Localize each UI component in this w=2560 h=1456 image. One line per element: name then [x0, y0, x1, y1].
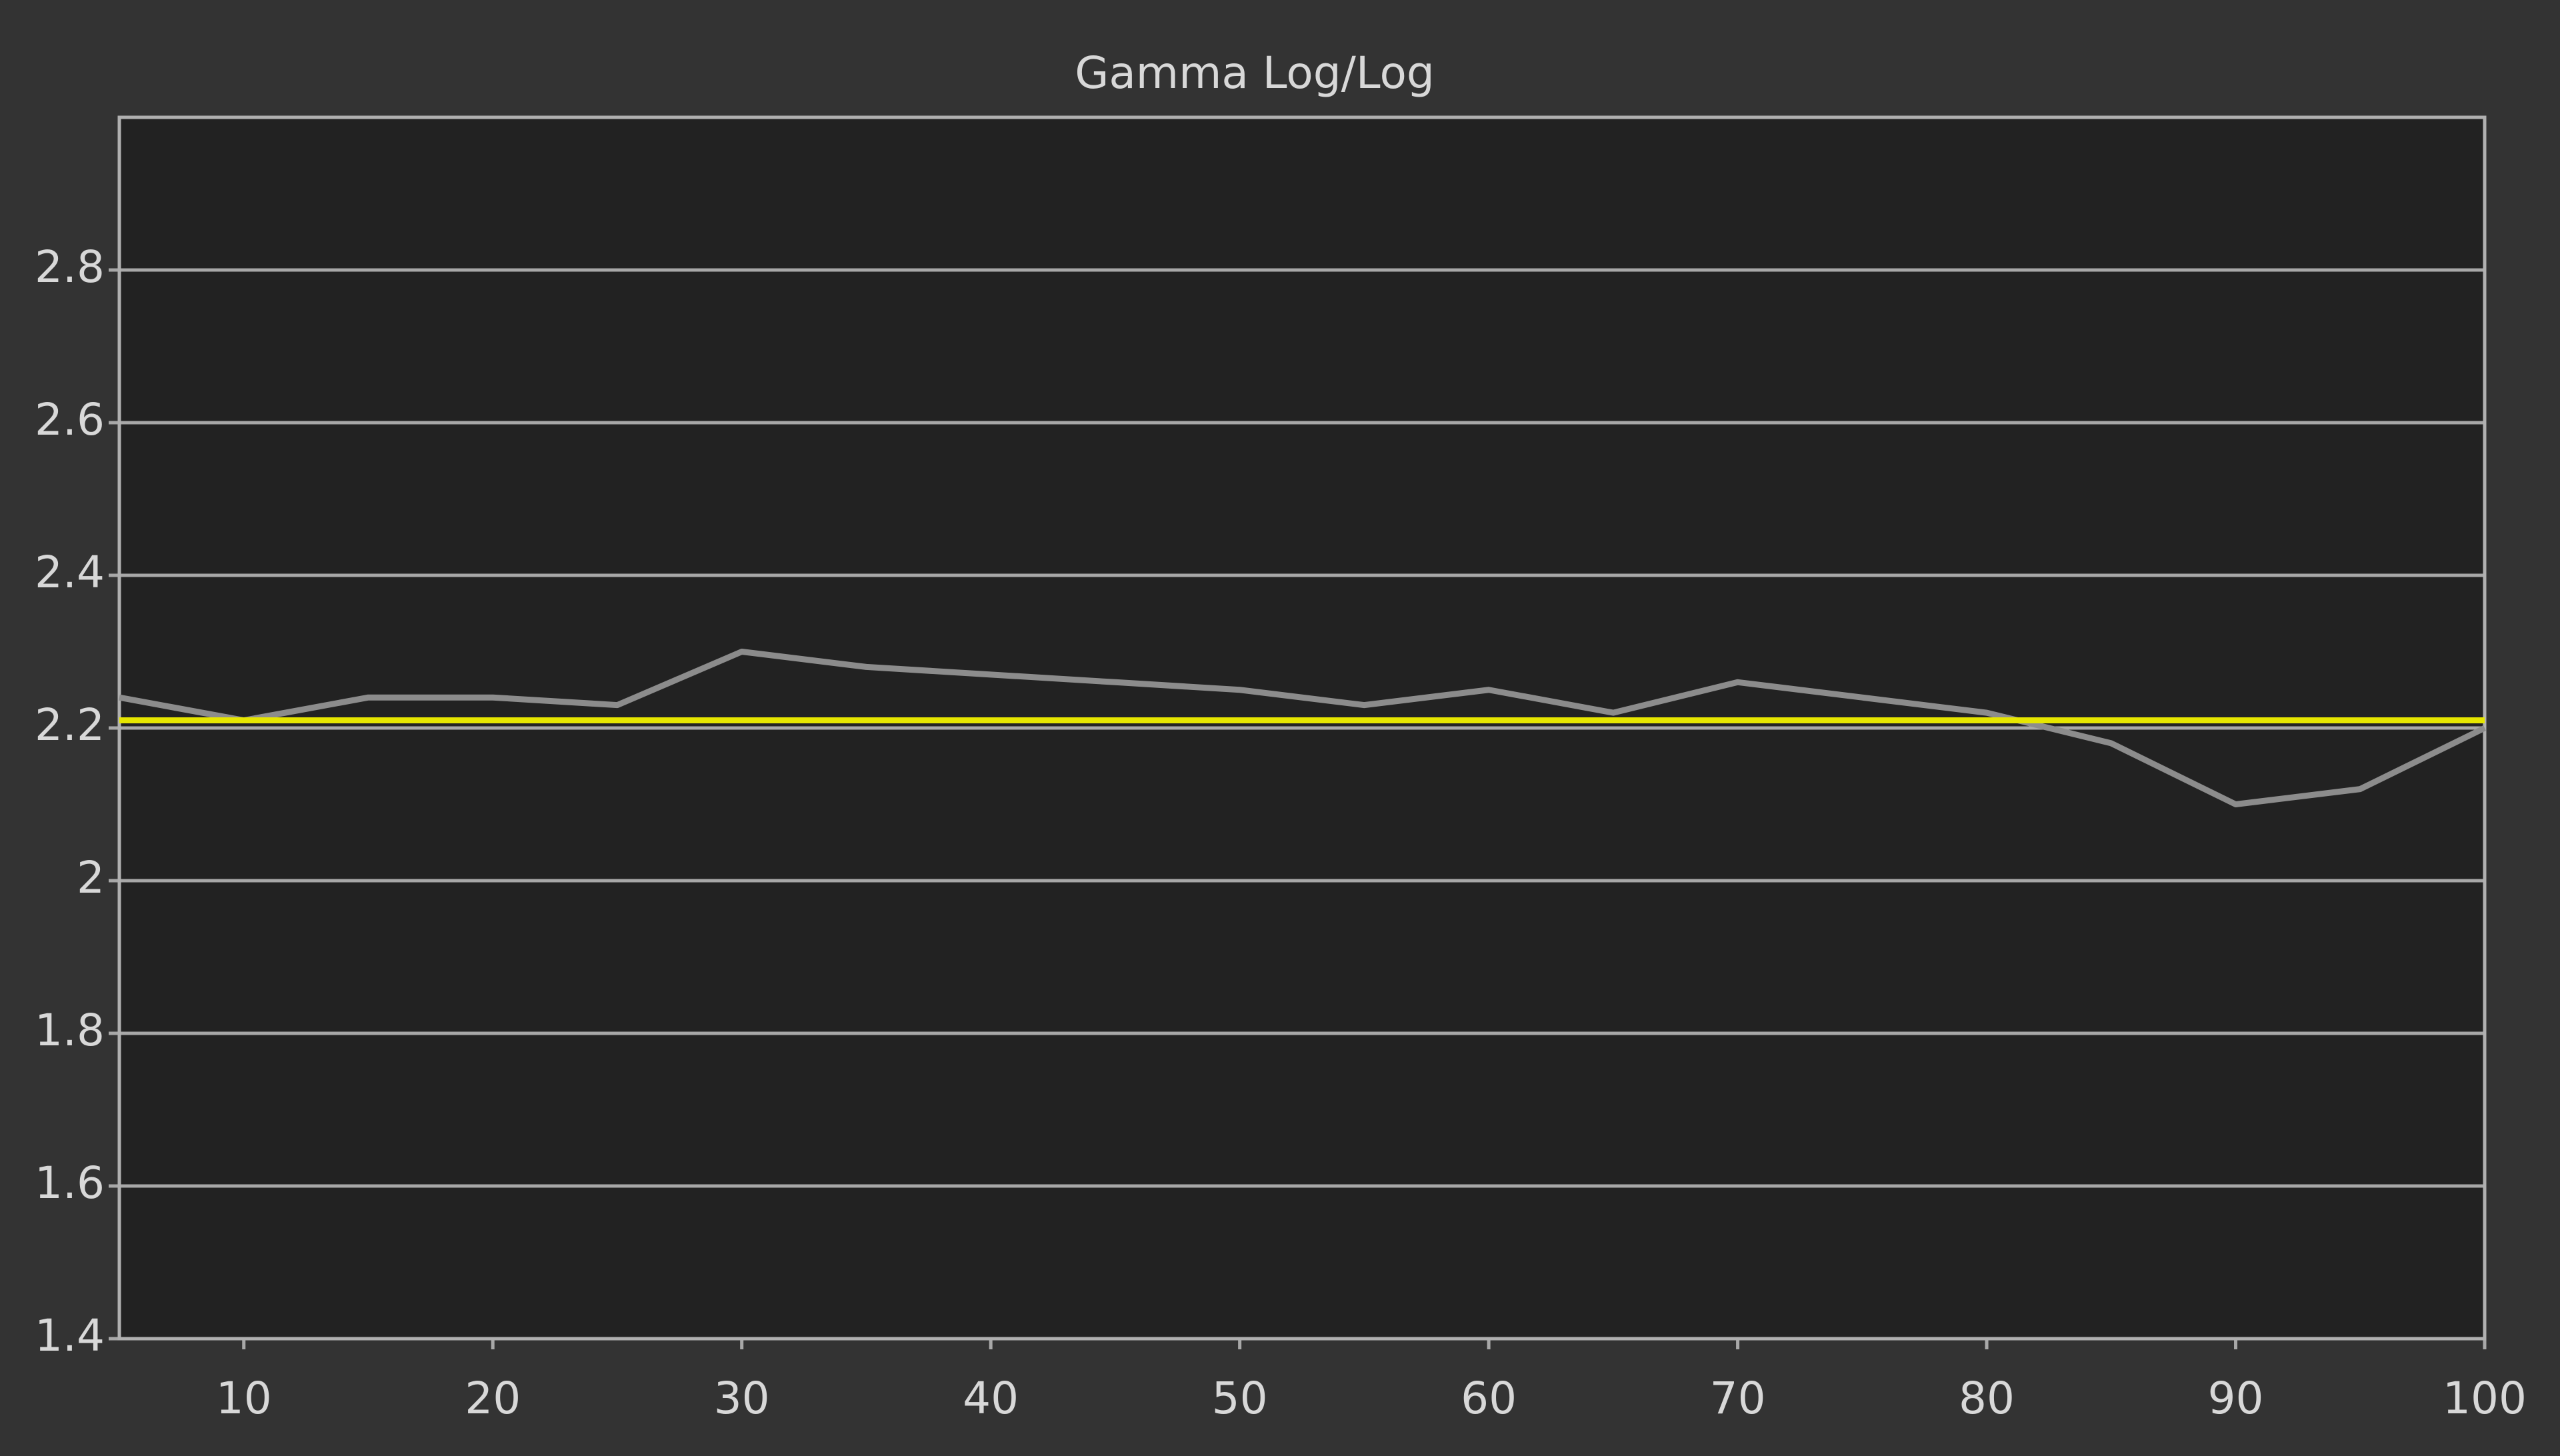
y-tick-label: 2	[77, 852, 105, 903]
y-tick-label: 1.8	[35, 1005, 105, 1056]
data-line	[119, 649, 2486, 807]
x-tick-label: 40	[963, 1373, 1019, 1424]
x-tick-label: 80	[1959, 1373, 2015, 1424]
x-tick-label: 30	[714, 1373, 770, 1424]
chart-title: Gamma Log/Log	[1075, 47, 1435, 99]
x-tick-label: 20	[465, 1373, 521, 1424]
x-tick-label: 70	[1710, 1373, 1766, 1424]
y-tick-label: 2.6	[35, 394, 105, 445]
y-tick-label: 2.4	[35, 547, 105, 598]
y-tick-label: 2.8	[35, 241, 105, 293]
x-tick-label: 100	[2443, 1373, 2527, 1424]
y-tick-label: 1.6	[35, 1157, 105, 1209]
x-tick-label: 60	[1461, 1373, 1517, 1424]
x-tick-label: 50	[1212, 1373, 1268, 1424]
x-tick-label: 90	[2208, 1373, 2264, 1424]
x-tick-label: 10	[216, 1373, 272, 1424]
y-tick-label: 1.4	[35, 1310, 105, 1361]
y-tick-label: 2.2	[35, 699, 105, 751]
